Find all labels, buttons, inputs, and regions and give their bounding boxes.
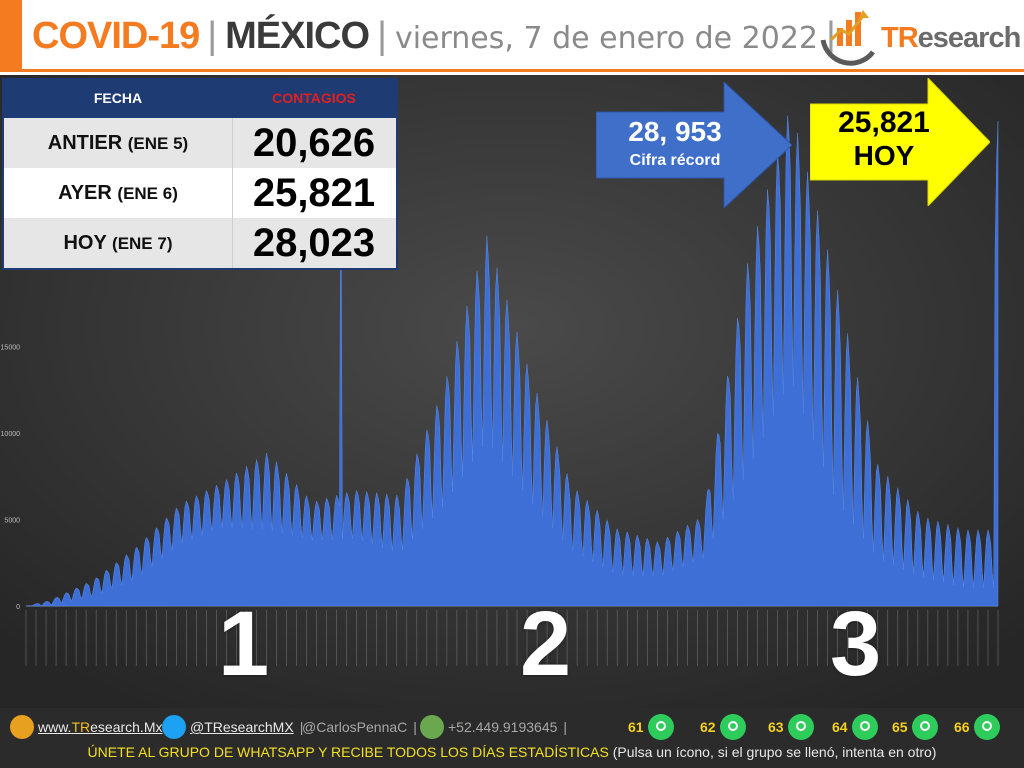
whatsapp-icon — [719, 714, 746, 740]
table-row: AYER (ENE 6) 25,821 — [4, 168, 396, 218]
whatsapp-icon — [647, 714, 674, 740]
whatsapp-group-66[interactable]: 66 — [954, 713, 1000, 741]
y-tick-label: 15000 — [1, 345, 21, 352]
today-callout-arrow: 25,821 HOY — [810, 78, 990, 206]
title-date: viernes, 7 de enero de 2022 — [394, 21, 818, 56]
header-accent-bar — [0, 0, 22, 72]
page-title: COVID-19 | MÉXICO | viernes, 7 de enero de 2… — [32, 14, 844, 61]
website-link[interactable]: www.TResearch.Mx | — [10, 713, 178, 741]
cta-hint: (Pulsa un ícono, si el grupo se llenó, i… — [612, 744, 937, 760]
column-header-contagios: CONTAGIOS — [272, 90, 356, 106]
y-tick-label: 10000 — [1, 431, 21, 438]
logo-chart-icon — [820, 10, 875, 66]
record-value: 28, 953 — [628, 116, 722, 147]
title-separator: | — [207, 15, 218, 57]
table-row: HOY (ENE 7) 28,023 — [4, 218, 396, 268]
twitter-link[interactable]: @TResearchMX | — [162, 713, 309, 741]
row-divider — [232, 168, 233, 218]
row-label: HOY (ENE 7) — [63, 232, 173, 254]
header-rule — [22, 69, 1024, 72]
wave-2-label: 2 — [520, 593, 572, 695]
whatsapp-icon — [973, 714, 1000, 740]
tresearch-logo[interactable]: TResearch — [815, 0, 1024, 70]
y-tick-label: 0 — [16, 604, 20, 611]
whatsapp-group-62[interactable]: 62 — [700, 713, 746, 741]
footer: www.TResearch.Mx | @TResearchMX | @Carlo… — [0, 708, 1024, 768]
cta-text: ÚNETE AL GRUPO DE WHATSAPP Y RECIBE TODO… — [87, 744, 609, 760]
table-header: FECHA CONTAGIOS — [4, 80, 396, 118]
today-value: 25,821 — [838, 106, 930, 139]
title-country: MÉXICO — [225, 15, 370, 57]
y-tick-label: 5000 — [4, 518, 20, 525]
logo-text: TResearch — [881, 22, 1021, 54]
row-label: ANTIER (ENE 5) — [47, 132, 189, 154]
header: COVID-19 | MÉXICO | viernes, 7 de enero de 2… — [0, 0, 1024, 72]
globe-icon — [10, 715, 34, 739]
column-header-fecha: FECHA — [93, 90, 143, 106]
title-separator: | — [826, 15, 836, 57]
daily-cases-table: FECHA CONTAGIOS ANTIER (ENE 5) 20,626 AY… — [2, 78, 398, 270]
person-handle: @CarlosPennaC | — [302, 719, 417, 735]
row-divider — [232, 218, 233, 268]
row-value: 20,626 — [252, 121, 376, 165]
whatsapp-group-65[interactable]: 65 — [892, 713, 938, 741]
record-label: Cifra récord — [629, 152, 721, 169]
whatsapp-cta: ÚNETE AL GRUPO DE WHATSAPP Y RECIBE TODO… — [0, 744, 1024, 760]
phone-icon — [420, 715, 444, 739]
whatsapp-group-64[interactable]: 64 — [832, 713, 878, 741]
table-row: ANTIER (ENE 5) 20,626 — [4, 118, 396, 168]
title-covid: COVID-19 — [32, 15, 200, 57]
title-separator: | — [377, 15, 387, 57]
phone-link[interactable]: +52.449.9193645 | — [420, 713, 573, 741]
wave-3-label: 3 — [830, 593, 882, 695]
row-divider — [232, 118, 233, 168]
record-callout-arrow: 28, 953 Cifra récord — [596, 82, 792, 208]
row-value: 25,821 — [252, 171, 376, 215]
footer-contact-row: www.TResearch.Mx | @TResearchMX | @Carlo… — [10, 713, 1020, 741]
whatsapp-icon — [851, 714, 878, 740]
whatsapp-icon — [787, 714, 814, 740]
today-label: HOY — [853, 140, 915, 171]
wave-1-label: 1 — [218, 593, 270, 695]
whatsapp-icon — [911, 714, 938, 740]
whatsapp-group-63[interactable]: 63 — [768, 713, 814, 741]
row-label: AYER (ENE 6) — [58, 182, 178, 204]
whatsapp-group-61[interactable]: 61 — [628, 713, 674, 741]
daily-cases-area — [25, 115, 999, 607]
row-value: 28,023 — [252, 221, 376, 265]
twitter-icon — [162, 715, 186, 739]
